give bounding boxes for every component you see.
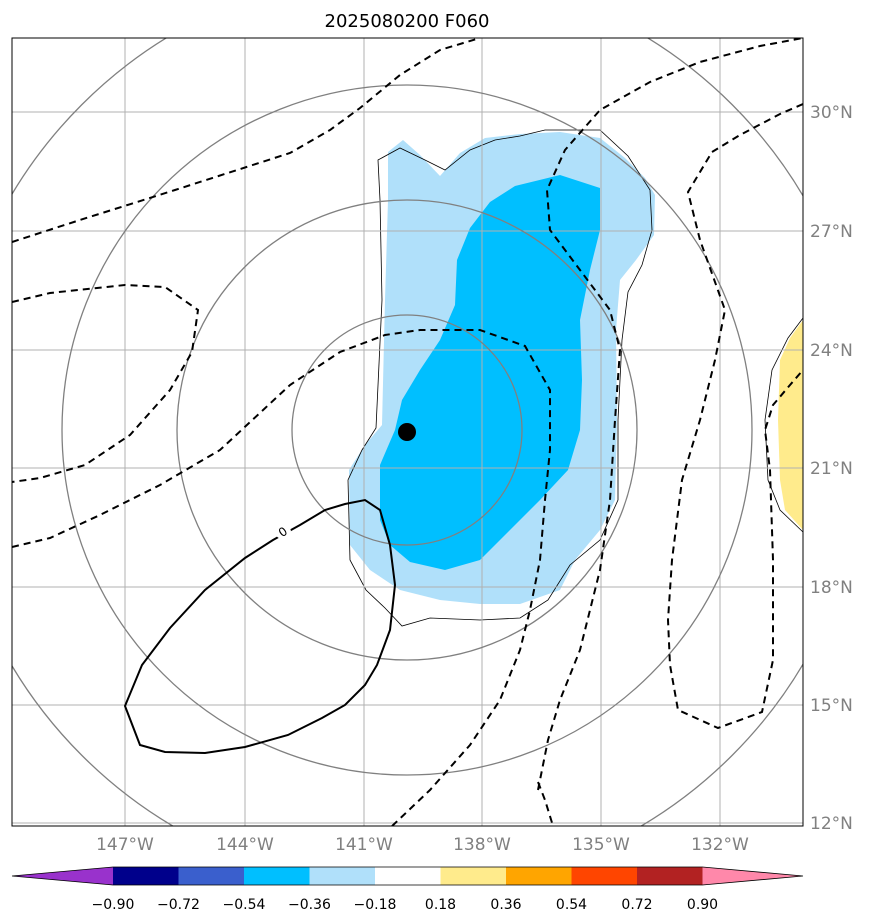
colorbar-segment — [506, 867, 572, 885]
map-frame — [11, 37, 804, 827]
colorbar-tick-label: −0.54 — [223, 897, 266, 913]
colorbar-segment — [440, 867, 506, 885]
longitude-labels: 147°W 144°W 141°W 138°W 135°W 132°W — [96, 835, 749, 855]
colorbar-segment — [178, 867, 244, 885]
yellow-outline — [764, 317, 803, 533]
figure-title: 2025080200 F060 — [325, 11, 490, 32]
storm-center-marker — [398, 423, 416, 441]
lon-label: 147°W — [96, 835, 154, 855]
colorbar-tick-label: 0.90 — [687, 897, 718, 913]
colorbar-right-extension — [702, 867, 803, 885]
colorbar-tick-label: −0.90 — [92, 897, 135, 913]
colorbar-segment — [113, 867, 179, 885]
lat-label: 18°N — [810, 578, 853, 598]
colorbar-tick-label: −0.18 — [354, 897, 397, 913]
shading-deep-blue — [380, 175, 600, 570]
lat-label: 15°N — [810, 696, 853, 716]
lat-label: 12°N — [810, 814, 853, 834]
zero-contour — [123, 498, 397, 755]
colorbar-tick-label: 0.72 — [621, 897, 652, 913]
colorbar-segment — [375, 867, 441, 885]
colorbar-segment — [309, 867, 375, 885]
latitude-labels: 30°N 27°N 24°N 21°N 18°N 15°N 12°N — [810, 103, 853, 834]
dashed-contours — [12, 38, 803, 826]
colorbar-outline — [11, 866, 804, 886]
colorbar-left-extension — [12, 867, 113, 885]
lon-label: 135°W — [572, 835, 630, 855]
colorbar-segment — [571, 867, 637, 885]
lon-label: 138°W — [453, 835, 511, 855]
lat-label: 24°N — [810, 341, 853, 361]
gridlines — [12, 38, 803, 826]
shading-yellow — [778, 320, 803, 530]
colorbar-segment — [637, 867, 703, 885]
colorbar-tick-label: 0.54 — [556, 897, 587, 913]
lon-label: 144°W — [216, 835, 274, 855]
lon-label: 141°W — [335, 835, 393, 855]
colorbar-segment — [244, 867, 310, 885]
lon-label: 132°W — [691, 835, 749, 855]
colorbar-tick-label: 0.36 — [490, 897, 521, 913]
colorbar-tick-label: 0.18 — [425, 897, 456, 913]
zero-label-bg — [275, 525, 291, 539]
lat-label: 21°N — [810, 459, 853, 479]
range-rings — [12, 38, 803, 826]
lat-label: 27°N — [810, 222, 853, 242]
colorbar-tick-label: −0.72 — [157, 897, 200, 913]
colorbar: −0.90 −0.72 −0.54 −0.36 −0.18 0.18 0.36 … — [11, 866, 804, 913]
lat-label: 30°N — [810, 103, 853, 123]
shading-outline — [347, 129, 653, 627]
colorbar-tick-label: −0.36 — [288, 897, 331, 913]
map-plot-area: 0 — [12, 38, 803, 826]
